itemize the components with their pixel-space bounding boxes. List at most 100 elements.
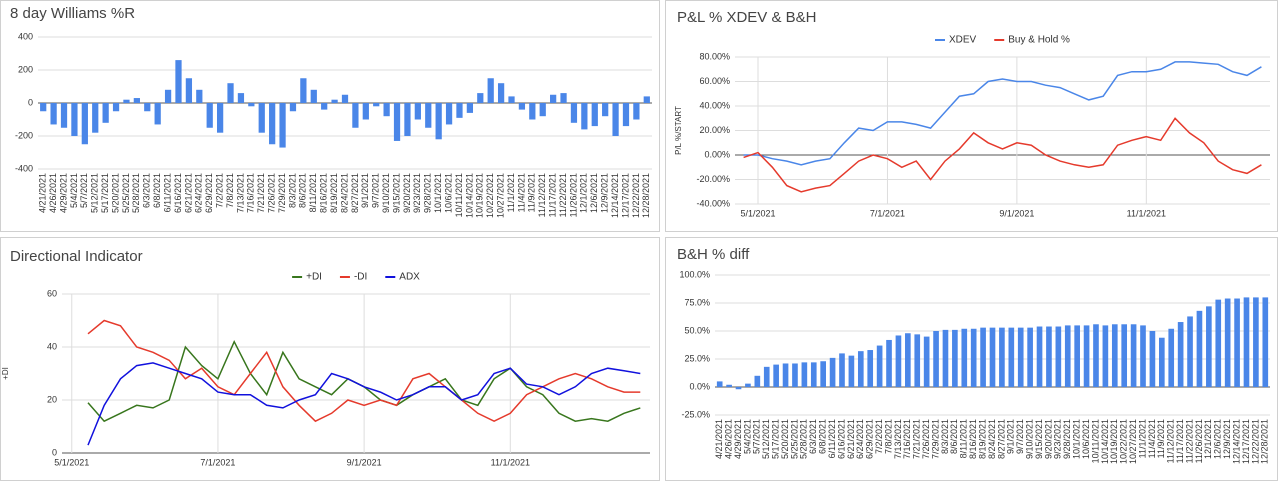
x-tick-label: 10/1/2021: [1072, 419, 1082, 459]
bar: [829, 357, 836, 387]
x-tick-label: 7/2/2021: [214, 173, 224, 208]
x-tick-label: 11/1/2021: [1137, 419, 1147, 458]
x-tick-label: 12/22/2021: [1250, 419, 1260, 464]
bar: [1159, 337, 1165, 387]
x-tick-label: 8/27/2021: [350, 173, 360, 213]
x-tick-label: 12/14/2021: [610, 173, 620, 218]
x-tick-label: 10/1/2021: [433, 173, 443, 213]
bar: [1046, 326, 1052, 387]
bar: [1017, 327, 1024, 387]
x-tick-label: 9/23/2021: [1053, 419, 1063, 459]
bar: [466, 103, 474, 113]
bar: [196, 89, 203, 103]
bar: [952, 329, 958, 387]
y-tick-label: -25.0%: [681, 409, 710, 419]
x-tick-label: 10/11/2021: [1090, 419, 1100, 463]
bar: [923, 336, 930, 387]
x-tick-label: 8/27/2021: [996, 419, 1006, 459]
bar: [970, 328, 977, 387]
x-tick-label: 5/17/2021: [100, 173, 110, 213]
x-tick-label: 12/17/2021: [620, 173, 630, 218]
x-tick-label: 6/11/2021: [827, 419, 837, 458]
x-tick-label: 4/26/2021: [48, 173, 58, 213]
bar: [102, 103, 109, 123]
bar: [425, 103, 432, 128]
bar: [763, 366, 770, 387]
legend: +DI -DI ADX: [292, 272, 420, 283]
y-tick-label: 75.0%: [684, 297, 710, 307]
x-tick-label: 7/1/2021: [870, 208, 905, 218]
bar: [602, 103, 609, 117]
x-tick-label: 11/4/2021: [1147, 419, 1157, 458]
legend-label: Buy & Hold %: [1008, 35, 1070, 46]
bar: [362, 103, 369, 120]
bar: [1093, 324, 1099, 387]
bar: [1064, 325, 1071, 387]
bar: [886, 339, 892, 387]
bar: [310, 89, 317, 103]
x-tick-label: 8/6/2021: [298, 173, 308, 208]
x-tick-label: 5/12/2021: [761, 419, 771, 459]
bar: [570, 103, 578, 123]
bar: [857, 351, 864, 387]
x-tick-label: 12/6/2021: [589, 173, 599, 213]
y-tick-label: 80.00%: [699, 51, 730, 61]
bar: [216, 103, 224, 133]
legend-label: -DI: [354, 272, 367, 283]
y-tick-label: 60.00%: [699, 76, 730, 86]
bar: [1215, 299, 1222, 387]
bar: [1262, 297, 1269, 387]
x-tick-label: 10/14/2021: [1100, 419, 1110, 464]
bar: [331, 99, 338, 103]
x-tick-label: 11/17/2021: [548, 173, 558, 217]
bar: [487, 78, 494, 103]
series-line: [743, 61, 1262, 166]
bar: [1149, 331, 1156, 387]
panel-border: [0, 237, 660, 481]
x-tick-label: 10/19/2021: [1109, 419, 1119, 464]
x-tick-label: 5/28/2021: [131, 173, 141, 213]
bar: [300, 78, 307, 103]
y-tick-label: 0: [28, 97, 33, 107]
y-tick-label: 60: [47, 288, 57, 298]
bar: [518, 103, 526, 110]
x-tick-label: 6/3/2021: [142, 173, 152, 208]
chart-title: B&H % diff: [677, 246, 750, 263]
bar: [773, 364, 779, 387]
x-tick-label: 4/29/2021: [58, 173, 68, 213]
chart-panel: B&H % diff -25.0% 0.0% 25.0% 50.0% 75.0% 100.0…: [665, 237, 1278, 481]
bar: [1074, 325, 1080, 387]
x-tick-label: 9/1/2021: [1006, 419, 1016, 454]
bar: [1055, 326, 1062, 387]
bar: [404, 103, 411, 136]
bar: [933, 331, 939, 387]
bar: [92, 103, 99, 133]
bar: [237, 93, 245, 103]
x-tick-label: 8/24/2021: [339, 173, 349, 213]
bar: [383, 103, 390, 117]
y-tick-label: 200: [18, 64, 33, 74]
x-tick-label: 5/7/2021: [79, 173, 89, 208]
bar: [227, 83, 234, 103]
bar: [71, 103, 78, 136]
x-tick-label: 6/24/2021: [855, 419, 865, 459]
x-tick-label: 7/16/2021: [246, 173, 256, 213]
x-tick-label: 8/24/2021: [987, 419, 997, 459]
y-tick-label: 40.00%: [699, 100, 730, 110]
bar: [1234, 298, 1240, 387]
x-tick-label: 4/29/2021: [733, 419, 743, 459]
bar: [123, 99, 130, 103]
y-tick-label: -20.00%: [696, 174, 730, 184]
x-tick-label: 12/14/2021: [1231, 419, 1241, 464]
bar: [248, 103, 255, 107]
x-tick-label: 10/19/2021: [475, 173, 485, 218]
x-tick-label: 10/22/2021: [485, 173, 495, 218]
bar: [321, 103, 328, 110]
x-tick-label: 7/29/2021: [930, 419, 940, 459]
x-tick-label: 5/25/2021: [789, 419, 799, 459]
bar: [206, 103, 213, 128]
bar: [497, 83, 505, 103]
x-tick-label: 6/29/2021: [204, 173, 214, 213]
legend: XDEV Buy & Hold %: [935, 35, 1070, 46]
bar: [50, 103, 57, 125]
